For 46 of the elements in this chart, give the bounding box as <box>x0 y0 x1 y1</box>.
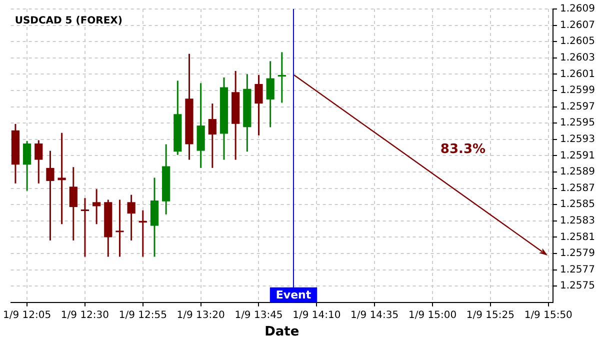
y-tick-label: 1.2581 <box>560 232 596 243</box>
x-tick-label: 1/9 14:35 <box>350 310 399 321</box>
candlestick <box>138 210 147 258</box>
candlestick <box>266 60 274 128</box>
ref-line-label: Event <box>276 288 312 302</box>
y-tick-label: 1.2577 <box>560 264 596 276</box>
candlestick <box>58 132 66 225</box>
candlestick <box>116 198 124 258</box>
y-tick-label: 1.2603 <box>560 52 596 64</box>
candlestick <box>34 139 43 184</box>
candlestick <box>69 166 78 242</box>
y-tick-label: 1.2579 <box>560 248 596 260</box>
x-tick-label: 1/9 15:25 <box>466 310 514 321</box>
y-tick-label: 1.2585 <box>560 199 596 210</box>
annotation: 83.3% <box>440 142 486 158</box>
candlestick <box>254 74 263 136</box>
x-tick-label: 1/9 15:50 <box>524 310 572 321</box>
y-tick-label: 1.2589 <box>560 166 596 178</box>
x-tick-label: 1/9 14:10 <box>292 310 341 321</box>
y-tick-label: 1.2599 <box>560 85 596 96</box>
y-tick-label: 1.2605 <box>560 36 596 48</box>
candlestick <box>127 194 136 242</box>
x-tick-label: 1/9 15:00 <box>408 310 457 321</box>
y-tick-label: 1.2583 <box>560 215 596 226</box>
text: USDCAD 5 (FOREX) <box>14 16 122 27</box>
y-tick-label: 1.2609 <box>560 4 596 15</box>
candlestick <box>208 102 216 169</box>
candlestick <box>22 140 32 192</box>
y-tick-label: 1.2601 <box>560 68 596 80</box>
y-tick-label: 1.2607 <box>560 20 596 31</box>
x-tick-label: 1/9 12:30 <box>60 310 110 321</box>
candlestick <box>80 197 90 258</box>
x-axis-title: Date <box>264 324 300 340</box>
y-tick-label: 1.2587 <box>560 182 596 194</box>
candlestick <box>92 188 101 225</box>
y-tick-label: 1.2595 <box>560 118 596 129</box>
y-tick-label: 1.2593 <box>560 134 596 145</box>
x-tick-label: 1/9 12:05 <box>3 310 52 321</box>
candlestick <box>46 150 54 242</box>
y-tick-label: 1.2597 <box>560 101 596 112</box>
candlestick <box>278 51 286 104</box>
x-tick-label: 1/9 12:55 <box>118 310 167 321</box>
y-tick-label: 1.2591 <box>560 150 596 162</box>
x-tick-label: 1/9 13:20 <box>176 310 225 321</box>
y-tick-label: 1.2575 <box>560 280 596 292</box>
x-tick-label: 1/9 13:45 <box>234 310 283 321</box>
